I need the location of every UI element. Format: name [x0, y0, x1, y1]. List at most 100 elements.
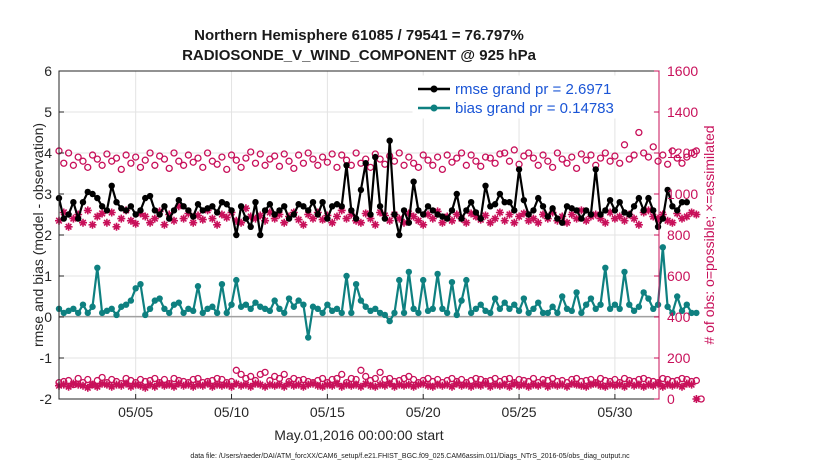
assimilated-obs-lower-marker	[170, 382, 178, 391]
assimilated-obs-marker	[309, 214, 317, 223]
x-tick-label: 05/15	[310, 404, 345, 420]
assimilated-obs-lower-marker	[524, 382, 533, 391]
possible-obs-marker	[668, 147, 677, 155]
assimilated-obs-marker	[198, 215, 207, 224]
assimilated-obs-marker	[150, 214, 159, 223]
rmse-point	[640, 207, 647, 214]
possible-obs-lower-marker	[261, 368, 269, 377]
assimilated-obs-marker	[275, 210, 284, 219]
bias-point	[70, 305, 77, 312]
assimilated-obs-marker	[237, 218, 246, 227]
assimilated-obs-lower-marker	[443, 380, 452, 389]
assimilated-obs-marker	[194, 211, 202, 220]
bias-point	[314, 305, 321, 312]
bias-point	[611, 301, 619, 308]
rmse-point	[621, 209, 628, 216]
assimilated-obs-lower-marker	[682, 379, 691, 388]
assimilated-obs-marker	[424, 210, 432, 219]
rmse-point	[338, 203, 345, 210]
bias-point	[511, 301, 518, 308]
rmse-point	[415, 207, 422, 214]
possible-obs-marker	[635, 128, 643, 137]
possible-obs-marker	[203, 149, 212, 157]
rmse-point	[348, 207, 355, 214]
rmse-point	[520, 196, 528, 204]
assimilated-obs-marker	[428, 214, 437, 223]
assimilated-obs-marker	[232, 216, 241, 225]
possible-obs-marker	[218, 153, 226, 161]
possible-obs-marker	[112, 154, 121, 162]
rmse-point	[443, 215, 451, 222]
rmse-point	[357, 186, 365, 194]
y-right-tick-label: 200	[667, 350, 691, 366]
bias-point	[122, 301, 130, 308]
assimilated-obs-lower-marker	[658, 382, 667, 391]
possible-obs-marker	[271, 152, 279, 160]
assimilated-obs-lower-marker	[232, 379, 241, 388]
rmse-point	[309, 199, 317, 206]
possible-obs-marker	[510, 146, 518, 154]
assimilated-obs-lower-marker	[390, 382, 399, 391]
bias-point	[501, 299, 508, 306]
bias-point	[180, 309, 187, 317]
assimilated-obs-marker	[534, 218, 543, 227]
bias-point	[300, 301, 307, 308]
possible-obs-marker	[558, 155, 566, 163]
x-tick-label: 05/10	[214, 404, 249, 420]
possible-obs-marker	[184, 151, 193, 159]
possible-obs-marker	[237, 163, 245, 172]
bias-point	[467, 309, 475, 317]
possible-obs-marker	[338, 151, 346, 159]
assimilated-obs-lower-marker	[74, 380, 83, 389]
assimilated-obs-lower-marker	[366, 381, 375, 390]
legend-bias-marker	[430, 104, 438, 112]
possible-obs-marker	[405, 153, 413, 161]
bias-point	[213, 309, 221, 317]
assimilated-obs-lower-marker	[462, 380, 471, 389]
possible-obs-lower-marker	[232, 366, 240, 374]
bias-point	[443, 309, 451, 317]
legend-box	[412, 75, 654, 119]
assimilated-obs-lower-marker	[146, 380, 155, 389]
assimilated-obs-lower-marker	[510, 379, 519, 388]
bias-point	[597, 301, 604, 308]
bias-point	[290, 303, 298, 310]
assimilated-obs-marker	[491, 214, 500, 223]
bias-point	[348, 309, 355, 317]
bias-point	[458, 297, 465, 304]
data-file-footnote: data file: /Users/raeder/DAI/ATM_forcXX/…	[190, 453, 630, 460]
bias-point	[185, 305, 192, 312]
assimilated-obs-marker	[601, 218, 610, 227]
bias-point	[491, 295, 499, 302]
axis-ticks: 05/05 05/10 05/15 05/20 05/25 05/30 -2 -1 0 1 2 3 4 5…	[40, 63, 699, 420]
rmse-point	[420, 211, 427, 218]
bias-point	[448, 278, 456, 286]
rmse-point	[511, 207, 518, 214]
possible-obs-marker	[443, 151, 451, 159]
assimilated-obs-marker	[519, 209, 528, 218]
assimilated-obs-marker	[294, 215, 303, 224]
rmse-point	[477, 215, 484, 222]
y-axis-label: rmse and bias (model - observation)	[30, 123, 46, 347]
rmse-point	[218, 199, 226, 206]
assimilated-obs-marker	[174, 202, 183, 211]
possible-obs-marker	[151, 161, 159, 169]
possible-obs-marker	[467, 151, 475, 159]
assimilated-obs-marker	[495, 208, 504, 217]
assimilated-obs-marker	[79, 218, 87, 227]
y-right-tick-label: 1200	[667, 145, 698, 161]
assimilated-obs-marker	[328, 218, 337, 227]
assimilated-obs-marker	[304, 210, 313, 219]
possible-obs-marker	[649, 143, 657, 151]
assimilated-obs-lower-marker	[165, 380, 174, 389]
bias-point	[281, 309, 288, 317]
assimilated-obs-marker	[452, 210, 461, 219]
bias-point	[563, 305, 571, 312]
rmse-point	[496, 190, 504, 198]
bias-point	[621, 268, 628, 276]
possible-obs-marker	[88, 151, 97, 159]
legend-rmse-label: rmse grand pr = 2.6971	[455, 81, 611, 98]
rmse-point	[453, 190, 460, 198]
possible-obs-lower-marker	[659, 374, 667, 383]
rmse-point	[266, 201, 274, 208]
